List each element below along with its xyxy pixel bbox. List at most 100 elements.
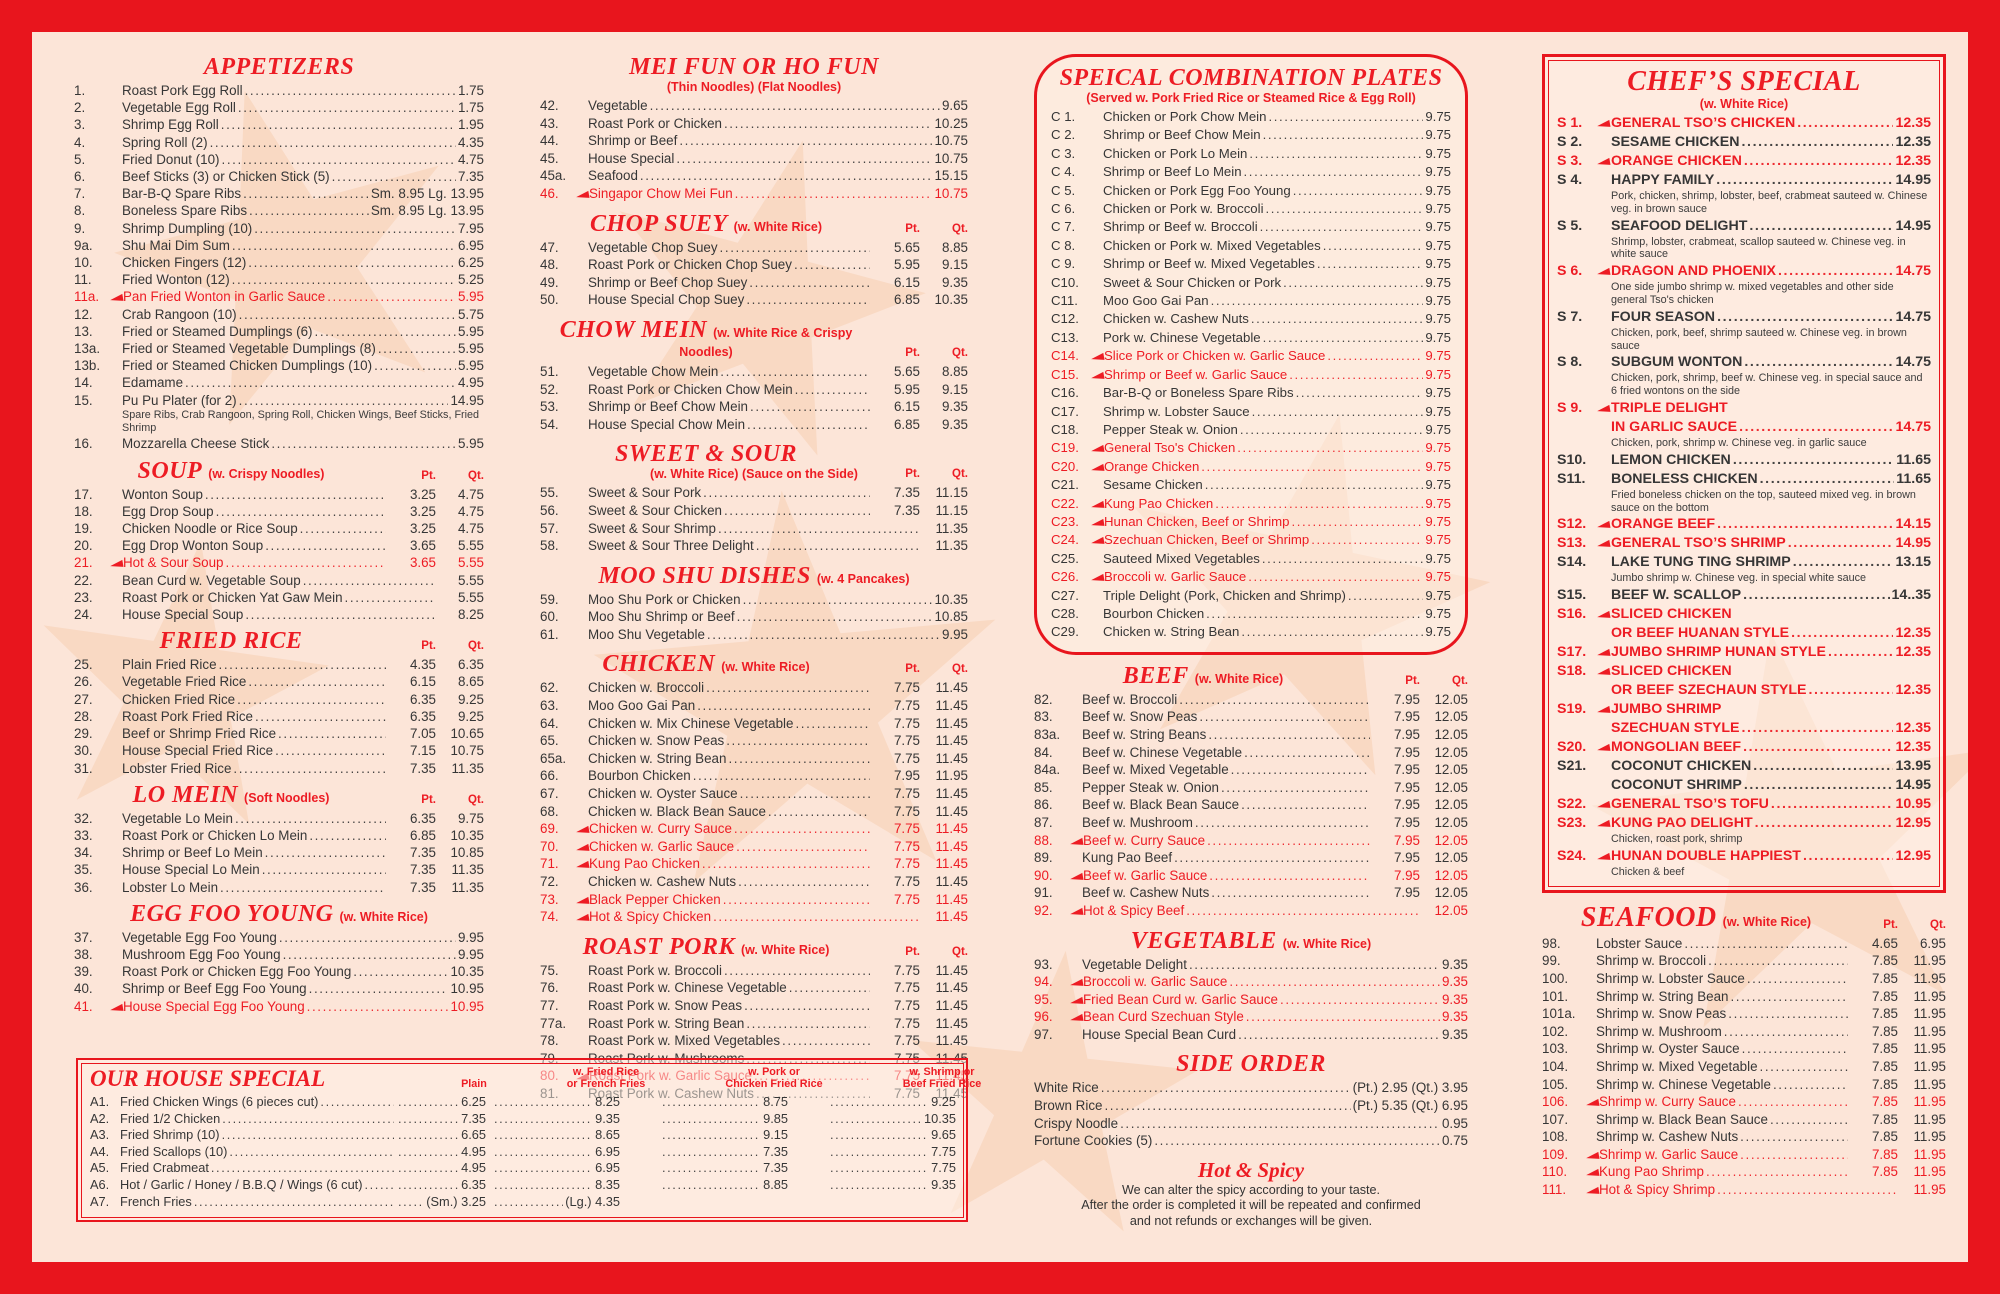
item-price-qt: 10.35 — [934, 292, 968, 308]
dot-leader — [494, 1127, 593, 1144]
dot-leader — [1728, 1005, 1848, 1023]
menu-section: CHOW MEIN (w. White Rice & Crispy Noodles… — [540, 317, 968, 433]
section-subtitle: (Served w. Pork Fried Rice or Steamed Ri… — [1086, 91, 1416, 105]
item-number: 36. — [74, 879, 93, 895]
menu-item: 84. Beef w. Chinese Vegetable 7.95 12.05 — [1034, 744, 1468, 762]
menu-item: 25. Plain Fried Rice 4.35 6.35 — [74, 656, 484, 673]
section-title: FRIED RICE — [159, 628, 303, 655]
dot-leader — [248, 673, 386, 690]
price-cell: 7.35 — [660, 1160, 828, 1177]
menu-item: C14. Slice Pork or Chicken w. Garlic Sauc… — [1051, 347, 1451, 365]
menu-item: 101. Shrimp w. String Bean 7.85 11.95 — [1542, 988, 1946, 1006]
price-cell: 6.65 — [396, 1127, 492, 1144]
item-price-qt: 11.15 — [935, 502, 968, 518]
menu-section: SIDE ORDER White Rice (Pt.) 2.95 (Qt.) 3.9… — [1034, 1051, 1468, 1149]
price-col-label: Pt. — [905, 346, 920, 359]
item-name: House Special Egg Foo Young — [123, 998, 305, 1014]
menu-item: C23. Hunan Chicken, Beef or Shrimp 9.75 — [1051, 513, 1451, 531]
dot-leader — [1717, 515, 1893, 534]
menu-section: CHEF’S SPECIAL (w. White Rice) S 1. GENERAL… — [1542, 54, 1946, 893]
item-price-qt: 12.05 — [1434, 885, 1468, 901]
item-price-pt: 7.35 — [409, 845, 436, 861]
item-number: S 4. — [1557, 172, 1583, 188]
dot-leader — [1788, 534, 1894, 553]
item-number: 58. — [540, 538, 559, 554]
menu-item: 32. Vegetable Lo Mein 6.35 9.75 — [74, 810, 484, 827]
item-name: Fried Scallops (10) — [120, 1143, 228, 1159]
item-price-pt: 7.75 — [893, 838, 920, 854]
item-name: Fried Shrimp (10) — [120, 1127, 220, 1143]
spicy-arrow-icon — [1069, 907, 1084, 917]
item-price-qt: 12.05 — [1434, 762, 1468, 778]
section-titles: SIDE ORDER — [1034, 1051, 1468, 1077]
dot-leader — [1241, 623, 1423, 641]
price-col-label: Qt. — [952, 346, 968, 359]
item-name: Bourbon Chicken — [588, 768, 691, 784]
item-name: LAKE TUNG TING SHRIMP — [1611, 554, 1791, 571]
dot-leader — [1252, 403, 1424, 421]
section-titles: ROAST PORK (w. White Rice) — [540, 934, 872, 960]
price-cell: 6.25 — [396, 1094, 492, 1111]
menu-item: 96. Bean Curd Szechuan Style 9.35 — [1034, 1008, 1468, 1026]
item-price-pt: 7.15 — [409, 743, 436, 759]
note-line: After the order is completed it will be … — [1081, 1198, 1421, 1213]
item-price: 14.75 — [1895, 354, 1931, 371]
item-price-pt: 7.95 — [1393, 779, 1420, 795]
item-price-pt: 7.95 — [1393, 814, 1420, 830]
menu-column-2: MEI FUN OR HO FUN (Thin Noodles) (Flat No… — [540, 54, 968, 1111]
item-price: 4.95 — [461, 1143, 486, 1159]
menu-item: 102. Shrimp w. Mushroom 7.85 11.95 — [1542, 1023, 1946, 1041]
menu-item: C11. Moo Goo Gai Pan 9.75 — [1051, 292, 1451, 310]
item-price: 8.25 — [595, 1094, 620, 1109]
item-number: 33. — [74, 827, 93, 843]
item-number: 4. — [74, 134, 86, 150]
item-number: 87. — [1034, 814, 1053, 830]
dot-leader — [494, 1111, 593, 1128]
dot-leader — [309, 827, 386, 844]
item-price-qt: 11.45 — [935, 962, 968, 978]
dot-leader — [718, 520, 918, 538]
item-name: Shrimp w. Lobster Sauce — [1596, 970, 1745, 986]
dot-leader — [1174, 849, 1370, 867]
item-price: 9.35 — [1441, 956, 1468, 972]
menu-item: 12. Crab Rangoon (10) 5.75 — [74, 306, 484, 323]
item-price-pt: 7.75 — [893, 680, 920, 696]
dot-leader — [220, 879, 386, 896]
house-special-title: OUR HOUSE SPECIAL — [90, 1066, 326, 1091]
price-column-labels: Pt. Qt. — [388, 640, 484, 652]
price-column-labels: Pt. Qt. — [872, 946, 968, 958]
item-price: 14..35 — [1891, 587, 1931, 604]
item-number: S 3. — [1557, 153, 1583, 169]
menu-item: 72. Chicken w. Cashew Nuts 7.75 11.45 — [540, 873, 968, 891]
price-col-label-line: w. Shrimp or — [909, 1066, 975, 1079]
dot-leader — [283, 946, 456, 963]
spicy-slot — [1596, 605, 1611, 624]
item-name: SUBGUM WONTON — [1611, 354, 1743, 371]
item-price-pt: 7.75 — [893, 1015, 920, 1031]
item-number: 91. — [1034, 885, 1053, 901]
item-price: 9.75 — [1425, 495, 1451, 511]
item-price: 9.75 — [1425, 348, 1451, 364]
spicy-arrow-icon — [1585, 1099, 1600, 1109]
item-price-pt: 7.75 — [893, 715, 920, 731]
item-name: House Special Bean Curd — [1082, 1026, 1237, 1042]
menu-item: 7. Bar-B-Q Spare Ribs Sm. 8.95 Lg. 13.95 — [74, 185, 484, 202]
item-price-qt: 11.45 — [935, 838, 968, 854]
price-col-label: Qt. — [952, 945, 968, 958]
item-number: C21. — [1051, 477, 1079, 493]
menu-item: 28. Roast Pork Fried Rice 6.35 9.25 — [74, 708, 484, 725]
item-price-pt: 7.95 — [1393, 850, 1420, 866]
item-name: Kung Pao Beef — [1082, 850, 1173, 866]
menu-item: 24. House Special Soup 8.25 — [74, 606, 484, 623]
menu-item: 87. Beef w. Mushroom 7.95 12.05 — [1034, 814, 1468, 832]
menu-item: 13b. Fried or Steamed Chicken Dumplings (… — [74, 357, 484, 374]
spicy-arrow-icon — [1596, 744, 1611, 754]
item-price: 12.95 — [1895, 815, 1931, 832]
item-number: 63. — [540, 698, 559, 714]
item-number: 19. — [74, 521, 93, 537]
dot-leader — [1101, 1079, 1351, 1097]
item-name: ORANGE CHICKEN — [1611, 153, 1742, 169]
dot-leader — [222, 1127, 394, 1144]
item-number: 52. — [540, 381, 559, 397]
section-header: APPETIZERS — [74, 54, 484, 80]
